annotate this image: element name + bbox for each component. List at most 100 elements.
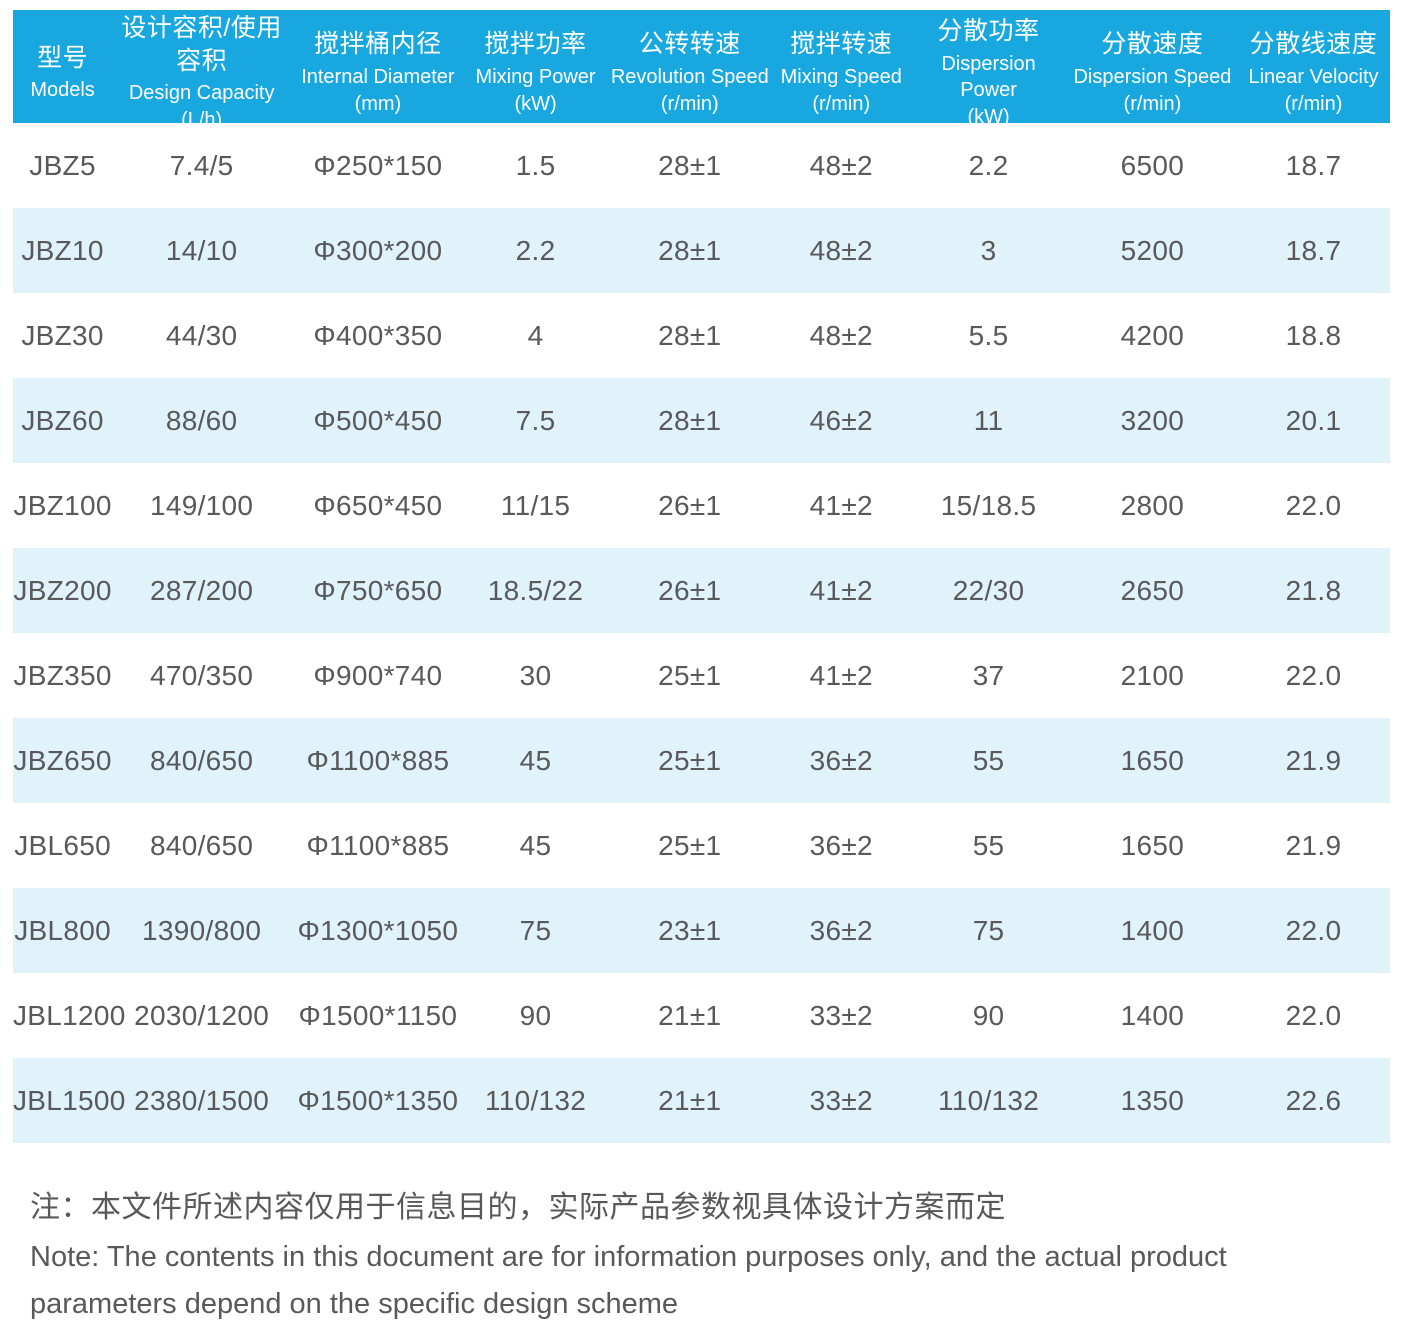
column-label-unit: (mm) <box>354 92 402 115</box>
header-cell-dispersion-power: 分散功率 Dispersion Power (kW) <box>909 10 1067 135</box>
table-cell: 4200 <box>1120 319 1185 351</box>
cell-model: JBZ200 <box>13 574 112 606</box>
table-cell: 15/18.5 <box>940 489 1037 521</box>
table-row: JBZ100 149/100 Φ650*450 11/15 26±1 41±2 15/18.… <box>13 463 1390 548</box>
table-cell: 14/10 <box>165 234 238 266</box>
table-row: JBZ200 287/200 Φ750*650 18.5/22 26±1 41±2 22/3… <box>13 548 1390 633</box>
column-label-unit: (r/min) <box>812 92 871 115</box>
table-cell: 46±2 <box>809 404 873 436</box>
header-cell-linear-velocity: 分散线速度 Linear Velocity (r/min) <box>1237 10 1390 135</box>
table-cell: 55 <box>972 744 1005 776</box>
column-label-en: Mixing Speed <box>780 65 902 88</box>
column-label-unit: (kW) <box>514 92 557 115</box>
table-cell: 11/15 <box>500 489 571 521</box>
table-cell: 18.7 <box>1285 234 1342 266</box>
cell-model: JBL650 <box>14 829 111 861</box>
table-row: JBL1200 2030/1200 Φ1500*1150 90 21±1 33±2 90 14… <box>13 973 1390 1058</box>
table-cell: 470/350 <box>149 659 254 691</box>
table-cell: 23±1 <box>658 914 722 946</box>
table-cell: 21±1 <box>658 1084 722 1116</box>
cell-model: JBZ60 <box>21 404 104 436</box>
table-cell: 37 <box>972 659 1005 691</box>
header-cell-design-capacity: 设计容积/使用容积 Design Capacity (L/h) <box>112 10 291 135</box>
header-cell-revolution-speed: 公转转速 Revolution Speed (r/min) <box>606 10 773 135</box>
table-cell: Φ750*650 <box>313 574 443 606</box>
header-cell-models: 型号 Models <box>13 10 112 135</box>
table-cell: 3 <box>980 234 997 266</box>
cell-model: JBZ30 <box>21 319 104 351</box>
table-cell: 1400 <box>1120 999 1185 1031</box>
table-cell: 25±1 <box>658 659 722 691</box>
table-cell: 4 <box>527 319 544 351</box>
column-label-en: Design Capacity <box>128 82 275 104</box>
table-header-row: 型号 Models 设计容积/使用容积 Design Capacity (L/h) 搅拌桶… <box>13 10 1390 131</box>
table-cell: 1.5 <box>515 149 556 181</box>
table-cell: 2380/1500 <box>134 1084 270 1116</box>
column-label-unit: (r/min) <box>1284 92 1343 115</box>
column-label-unit: (kW) <box>967 105 1010 128</box>
table-cell: 30 <box>519 659 552 691</box>
table-cell: 2800 <box>1120 489 1185 521</box>
table-cell: Φ1100*885 <box>306 829 450 861</box>
column-label-zh: 搅拌功率 <box>484 30 587 59</box>
table-cell: Φ650*450 <box>313 489 443 521</box>
table-row: JBL800 1390/800 Φ1300*1050 75 23±1 36±2 75 1400… <box>13 888 1390 973</box>
table-cell: 149/100 <box>149 489 254 521</box>
table-row: JBZ650 840/650 Φ1100*885 45 25±1 36±2 55 1650 21… <box>13 718 1390 803</box>
table-cell: Φ500*450 <box>313 404 443 436</box>
table-cell: 20.1 <box>1285 404 1342 436</box>
header-cell-dispersion-speed: 分散速度 Dispersion Speed (r/min) <box>1068 10 1237 135</box>
table-cell: 21±1 <box>658 999 722 1031</box>
cell-model: JBZ5 <box>29 149 96 181</box>
table-cell: 41±2 <box>809 659 873 691</box>
table-cell: 2.2 <box>968 149 1009 181</box>
table-cell: 3200 <box>1120 404 1185 436</box>
table-row: JBL650 840/650 Φ1100*885 45 25±1 36±2 55 1650 21… <box>13 803 1390 888</box>
table-cell: 2030/1200 <box>134 999 270 1031</box>
table-cell: Φ400*350 <box>313 319 443 351</box>
table-cell: 2.2 <box>515 234 556 266</box>
cell-model: JBZ100 <box>13 489 112 521</box>
column-label-unit: (r/min) <box>1123 92 1182 115</box>
table-cell: 1650 <box>1120 744 1185 776</box>
table-cell: 840/650 <box>149 829 254 861</box>
table-cell: 18.5/22 <box>487 574 584 606</box>
column-label-unit: (r/min) <box>660 92 719 115</box>
table-row: JBZ350 470/350 Φ900*740 30 25±1 41±2 37 2100 22.… <box>13 633 1390 718</box>
table-cell: 5.5 <box>968 319 1009 351</box>
table-cell: 7.4/5 <box>169 149 234 181</box>
table-cell: 1650 <box>1120 829 1185 861</box>
table-cell: 6500 <box>1120 149 1185 181</box>
table-cell: 28±1 <box>658 319 722 351</box>
table-cell: 28±1 <box>658 234 722 266</box>
table-cell: 22.0 <box>1285 659 1342 691</box>
table-cell: 48±2 <box>809 234 873 266</box>
table-cell: 1390/800 <box>142 914 262 946</box>
table-cell: 7.5 <box>515 404 556 436</box>
table-cell: 22.6 <box>1285 1084 1342 1116</box>
column-label-en: Models <box>30 79 95 102</box>
column-label-zh: 设计容积/使用容积 <box>121 14 282 75</box>
table-cell: 41±2 <box>809 574 873 606</box>
table-row: JBZ5 7.4/5 Φ250*150 1.5 28±1 48±2 2.2 6500 18.7 <box>13 123 1390 208</box>
header-cell-mixing-speed: 搅拌转速 Mixing Speed (r/min) <box>773 10 909 135</box>
column-label-zh: 分散功率 <box>937 17 1040 46</box>
table-cell: 44/30 <box>165 319 238 351</box>
table-cell: 36±2 <box>809 829 873 861</box>
table-cell: 48±2 <box>809 319 873 351</box>
header-cell-internal-diameter: 搅拌桶内径 Internal Diameter (mm) <box>291 10 465 135</box>
table-cell: 1400 <box>1120 914 1185 946</box>
cell-model: JBZ10 <box>21 234 104 266</box>
column-label-zh: 分散速度 <box>1101 30 1204 59</box>
table-cell: 75 <box>519 914 552 946</box>
table-cell: 55 <box>972 829 1005 861</box>
table-cell: 33±2 <box>809 999 873 1031</box>
column-label-en: Internal Diameter <box>301 65 455 88</box>
table-cell: 26±1 <box>658 489 722 521</box>
column-label-en: Dispersion Speed <box>1073 65 1232 88</box>
table-cell: 287/200 <box>149 574 254 606</box>
table-cell: 21.8 <box>1285 574 1342 606</box>
table-cell: 840/650 <box>149 744 254 776</box>
table-cell: 88/60 <box>165 404 238 436</box>
table-cell: 110/132 <box>937 1084 1040 1116</box>
